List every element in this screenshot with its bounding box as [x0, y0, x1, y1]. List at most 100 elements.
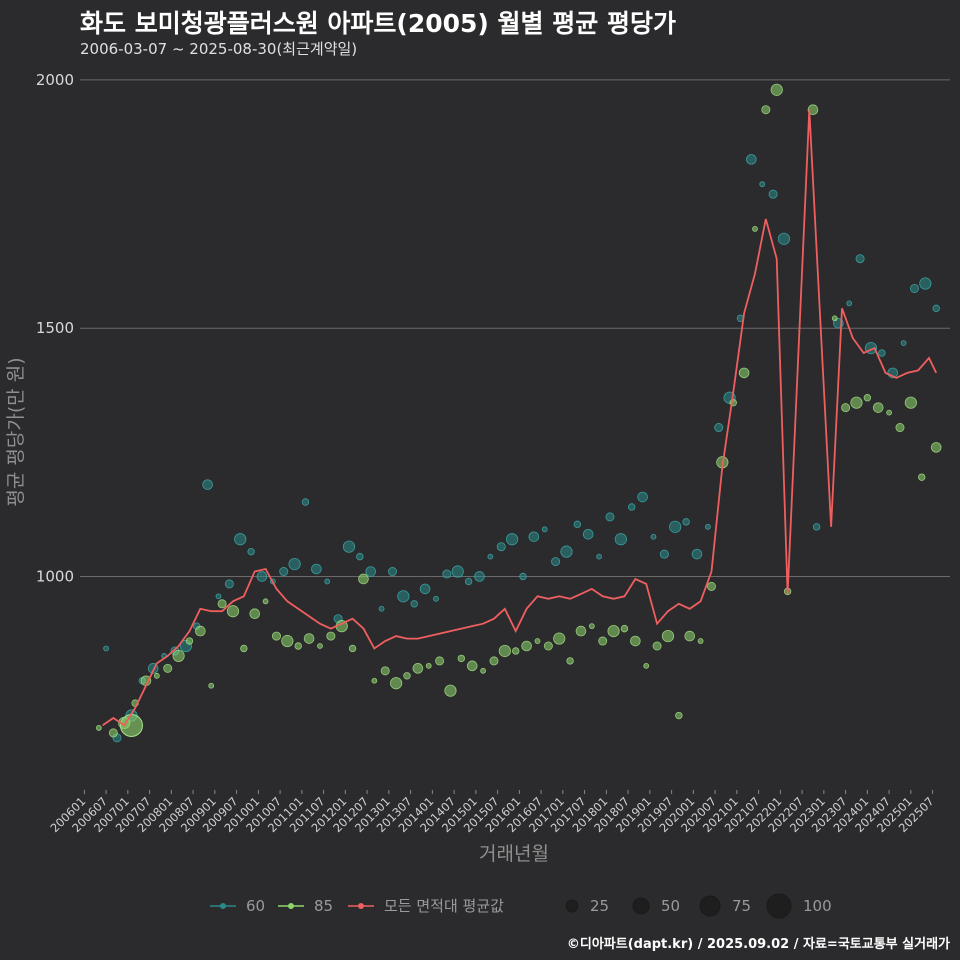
series-85-point [95, 725, 102, 731]
series-85-point [598, 636, 608, 646]
series-85-point [412, 663, 424, 674]
legend-dot [358, 903, 364, 909]
series-85-point [262, 598, 269, 605]
series-85-point [752, 225, 758, 232]
y-tick-label: 1000 [36, 567, 74, 585]
series-85-point [706, 581, 716, 591]
series-85-point [317, 643, 323, 649]
series-85-point [863, 394, 872, 402]
series-85-point [480, 667, 487, 674]
series-85-point [195, 625, 206, 637]
grid-lines [80, 79, 950, 577]
series-85-point [226, 605, 240, 618]
series-85-point [371, 677, 378, 684]
series-85-point [208, 682, 215, 689]
series-85-point [588, 623, 595, 630]
series-60-point [659, 549, 669, 559]
series-60-point [759, 181, 766, 188]
series-60-point [605, 512, 615, 522]
series-60-point [528, 531, 540, 543]
series-60-point [909, 283, 919, 293]
series-60-point [505, 533, 519, 546]
series-60-points [103, 154, 940, 743]
series-60-point [288, 557, 301, 571]
legend-label: 모든 면적대 평균값 [384, 897, 504, 915]
series-60-point [419, 583, 431, 595]
series-85-point [575, 625, 587, 637]
series-85-point [403, 672, 411, 680]
series-85-point [153, 672, 160, 679]
legend-size-dot [766, 893, 792, 919]
series-85-point [850, 396, 863, 409]
series-60-point [900, 340, 907, 347]
series-85-point [457, 654, 466, 663]
legend-label: 85 [314, 897, 333, 915]
series-85-point [684, 630, 696, 642]
series-60-point [746, 154, 757, 165]
y-tick-label: 2000 [36, 71, 74, 89]
series-85-point [661, 629, 675, 643]
series-85-point [904, 396, 917, 409]
series-60-point [397, 590, 410, 603]
series-60-point [637, 491, 648, 503]
series-60-point [519, 572, 527, 581]
series-85-point [240, 644, 248, 653]
series-85-point [249, 608, 261, 620]
series-60-point [378, 605, 385, 612]
series-60-point [234, 533, 247, 546]
series-85-point [872, 402, 884, 413]
chart-title: 화도 보미청광플러스원 아파트(2005) 월별 평균 평당가 [80, 9, 676, 38]
series-85-point [770, 83, 783, 96]
series-85-point [512, 647, 520, 655]
series-60-point [410, 600, 418, 608]
series-85-point [271, 631, 281, 641]
average-line-layer [101, 109, 938, 727]
legend-dot [288, 903, 294, 909]
series-85-point [303, 633, 315, 644]
series-60-point [442, 569, 452, 579]
series-60-point [551, 557, 561, 567]
series-60-point [878, 349, 886, 357]
series-85-point [643, 662, 650, 669]
series-60-point [224, 579, 234, 589]
series-85-point [918, 473, 926, 481]
legend-size-label: 100 [803, 897, 832, 915]
series-85-point [498, 644, 511, 658]
series-60-point [582, 528, 594, 540]
series-60-point [932, 304, 940, 313]
series-85-point [466, 660, 478, 672]
series-60-point [541, 526, 548, 533]
legend-size-label: 50 [661, 897, 680, 915]
legend-size-label: 25 [590, 897, 609, 915]
series-85-point [489, 656, 499, 666]
series-60-point [777, 232, 791, 245]
series-60-point [650, 533, 657, 540]
series-85-point [163, 663, 173, 673]
series-60-point [714, 423, 724, 433]
series-60-point [464, 577, 473, 586]
series-60-point [919, 277, 932, 290]
series-85-point [348, 644, 357, 653]
series-60-point [669, 520, 682, 533]
series-60-point [596, 553, 602, 560]
y-axis-title: 평균 평당가(만 원) [5, 357, 27, 506]
average-line [101, 109, 938, 727]
series-60-point [614, 533, 627, 546]
series-60-point [103, 645, 109, 652]
legend-label: 60 [246, 897, 265, 915]
series-60-point [324, 578, 331, 585]
series-85-point [185, 637, 194, 645]
series-85-point [652, 641, 662, 651]
series-60-point [573, 520, 582, 529]
series-85-point [425, 662, 432, 669]
series-60-point [256, 571, 268, 582]
series-85-point [761, 105, 771, 115]
series-85-point [534, 638, 541, 644]
legend: 60 85 모든 면적대 평균값 25 50 75 100 [210, 893, 832, 919]
series-85-point [607, 625, 620, 638]
series-60-point [487, 553, 494, 560]
series-85-point [217, 599, 227, 609]
series-60-point [387, 567, 397, 577]
series-85-point [738, 367, 750, 379]
